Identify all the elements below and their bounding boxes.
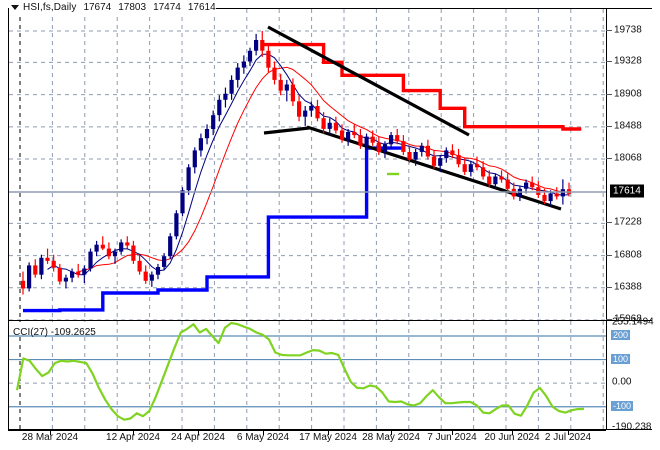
cci-band-100: 100 <box>611 353 631 364</box>
quote-low: 17474 <box>153 1 181 13</box>
chevron-down-icon[interactable] <box>11 5 19 10</box>
date-axis-tickmark <box>568 430 569 435</box>
price-axis-tickmark <box>606 254 612 256</box>
price-axis-tickmark <box>606 61 612 63</box>
price-axis-tick: 18488 <box>614 120 642 132</box>
date-axis-tick: 17 May 2024 <box>299 432 357 443</box>
quote-close: 17614 <box>187 1 216 13</box>
date-axis-tickmark <box>512 430 513 435</box>
date-axis-tick: 24 Apr 2024 <box>171 432 225 443</box>
cci-band-200: 200 <box>611 330 631 340</box>
price-panel <box>8 8 652 320</box>
price-plot[interactable] <box>9 9 607 320</box>
date-axis-tickmark <box>452 430 453 435</box>
price-axis-tickmark <box>606 286 612 288</box>
price-axis-tickmark <box>606 319 612 320</box>
cci-plot[interactable] <box>9 321 607 430</box>
date-axis-tick: 20 Jun 2024 <box>484 432 540 443</box>
cci-axis-min: -190.238 <box>612 421 652 433</box>
cci-panel <box>8 320 652 430</box>
cci-band-minus100: -100 <box>611 400 634 411</box>
indicator-header: CCI(27) -109.2625 <box>11 322 98 338</box>
price-axis-tick: 15968 <box>614 313 642 325</box>
cci-zero: 0.00 <box>612 376 632 388</box>
price-axis-tick: 16388 <box>614 281 642 293</box>
price-axis-tickmark <box>606 158 612 160</box>
price-axis-tickmark <box>606 222 612 224</box>
date-axis-tickmark <box>198 430 199 435</box>
price-axis-tick: 19738 <box>614 24 642 36</box>
time-axis-line <box>8 430 606 431</box>
quote-open: 17674 <box>83 1 112 13</box>
price-axis-tick: 18908 <box>614 88 642 100</box>
price-axis-tickmark <box>606 93 612 95</box>
date-axis-tickmark <box>328 430 329 435</box>
symbol-label[interactable]: HSI,fs,Daily <box>23 1 77 13</box>
price-axis-tick: 16808 <box>614 249 642 261</box>
current-price-badge: 17614 <box>610 184 644 198</box>
date-axis-tick: 7 Jun 2024 <box>427 432 477 443</box>
cci-label[interactable]: CCI(27) -109.2625 <box>13 327 96 338</box>
date-axis-tick: 28 May 2024 <box>362 432 420 443</box>
chart-header: HSI,fs,Daily 17674 17803 17474 17614 <box>9 0 216 14</box>
date-axis-tickmark <box>391 430 392 435</box>
date-axis-tick: 2 Jul 2024 <box>544 432 592 443</box>
price-axis-tick: 17228 <box>614 216 642 228</box>
date-axis-tick: 12 Apr 2024 <box>106 432 160 443</box>
cci-axis-max: 255.1494 <box>612 316 654 328</box>
date-axis-tickmark <box>133 430 134 435</box>
date-axis-tickmark <box>50 430 51 435</box>
date-axis-tickmark <box>263 430 264 435</box>
date-axis-tick: 6 May 2024 <box>236 432 290 443</box>
price-axis-divider <box>606 8 607 430</box>
date-axis-tick: 28 Mar 2024 <box>21 432 79 443</box>
price-axis-tick: 19328 <box>614 55 642 67</box>
price-axis-tick: 18068 <box>614 152 642 164</box>
price-axis-tickmark <box>606 125 612 127</box>
quote-high: 17803 <box>118 1 147 13</box>
price-axis-tickmark <box>606 30 612 31</box>
